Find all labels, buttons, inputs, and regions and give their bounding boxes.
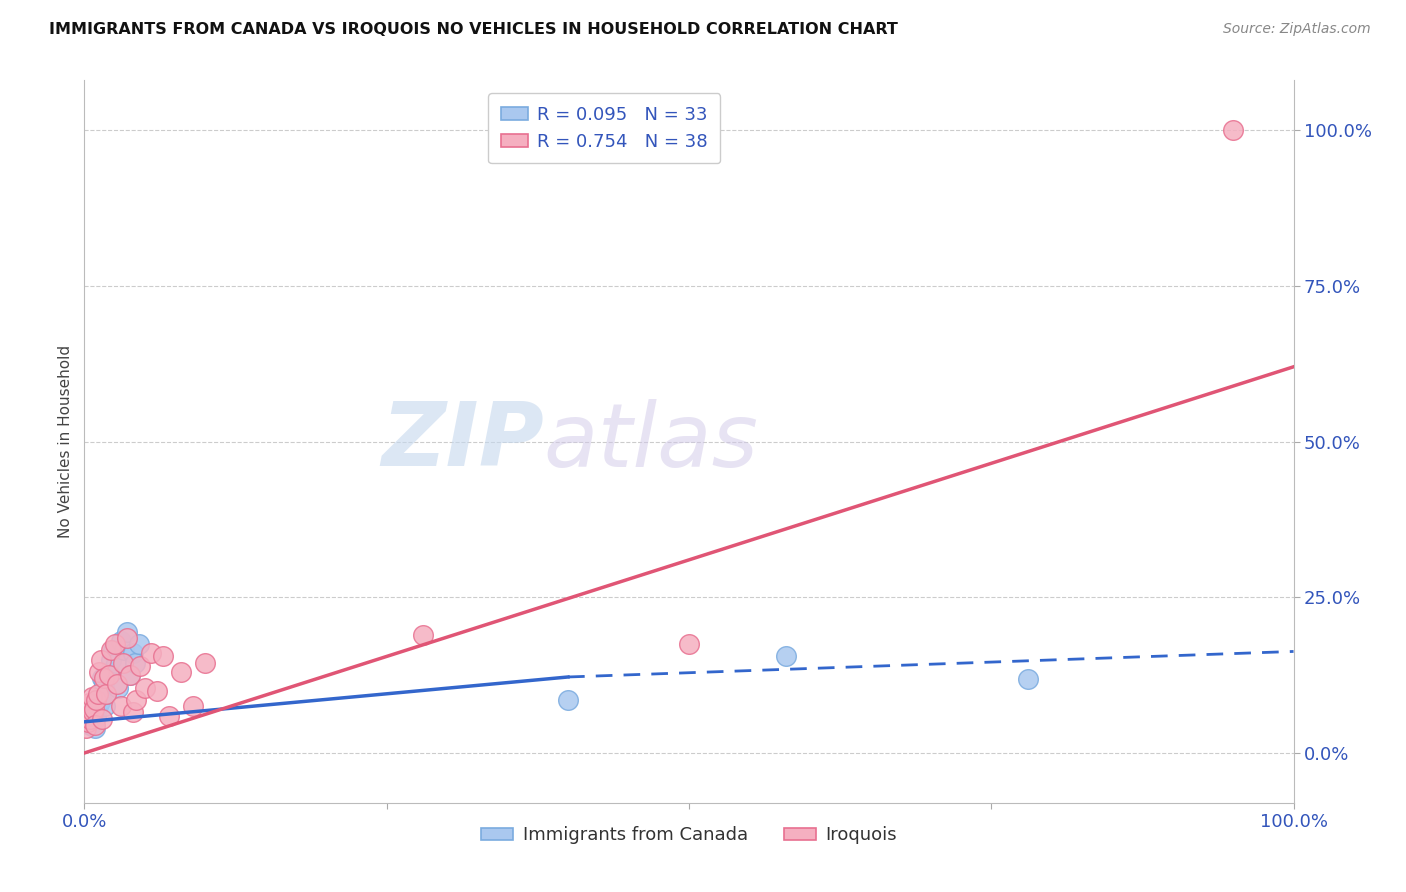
Point bbox=[86, 687, 108, 701]
Point bbox=[76, 712, 98, 726]
Point bbox=[128, 637, 150, 651]
Point bbox=[89, 690, 111, 704]
Point bbox=[678, 637, 700, 651]
Y-axis label: No Vehicles in Household: No Vehicles in Household bbox=[58, 345, 73, 538]
Text: IMMIGRANTS FROM CANADA VS IROQUOIS NO VEHICLES IN HOUSEHOLD CORRELATION CHART: IMMIGRANTS FROM CANADA VS IROQUOIS NO VE… bbox=[49, 22, 898, 37]
Point bbox=[152, 649, 174, 664]
Point bbox=[170, 665, 193, 679]
Point bbox=[97, 668, 120, 682]
Point bbox=[104, 637, 127, 651]
Point bbox=[146, 683, 169, 698]
Point bbox=[80, 690, 103, 704]
Point bbox=[125, 693, 148, 707]
Point bbox=[107, 681, 129, 695]
Point bbox=[139, 646, 162, 660]
Point bbox=[157, 708, 180, 723]
Point bbox=[83, 702, 105, 716]
Point bbox=[110, 633, 132, 648]
Legend: Immigrants from Canada, Iroquois: Immigrants from Canada, Iroquois bbox=[474, 819, 904, 852]
Point bbox=[82, 716, 104, 731]
Point bbox=[100, 643, 122, 657]
Point bbox=[79, 712, 101, 726]
Point bbox=[86, 693, 108, 707]
Point bbox=[77, 714, 100, 729]
Point bbox=[97, 665, 120, 679]
Point bbox=[115, 631, 138, 645]
Point bbox=[82, 706, 104, 720]
Point bbox=[121, 706, 143, 720]
Point bbox=[84, 721, 107, 735]
Point bbox=[94, 687, 117, 701]
Point bbox=[90, 693, 112, 707]
Point bbox=[86, 699, 108, 714]
Point bbox=[1017, 673, 1039, 687]
Point bbox=[105, 677, 128, 691]
Point bbox=[103, 643, 125, 657]
Point bbox=[120, 668, 142, 682]
Point bbox=[87, 696, 110, 710]
Point bbox=[112, 643, 135, 657]
Point bbox=[775, 649, 797, 664]
Text: Source: ZipAtlas.com: Source: ZipAtlas.com bbox=[1223, 22, 1371, 37]
Point bbox=[77, 708, 100, 723]
Point bbox=[112, 656, 135, 670]
Point bbox=[121, 646, 143, 660]
Point bbox=[94, 699, 117, 714]
Point bbox=[80, 706, 103, 720]
Point bbox=[129, 658, 152, 673]
Point bbox=[77, 696, 100, 710]
Point bbox=[104, 656, 127, 670]
Point bbox=[1222, 123, 1244, 137]
Point bbox=[86, 710, 108, 724]
Point bbox=[194, 656, 217, 670]
Point bbox=[120, 668, 142, 682]
Point bbox=[91, 712, 114, 726]
Point bbox=[83, 707, 105, 722]
Point bbox=[93, 677, 115, 691]
Point bbox=[100, 652, 122, 666]
Point bbox=[79, 718, 101, 732]
Point bbox=[412, 627, 434, 641]
Point bbox=[557, 693, 579, 707]
Text: atlas: atlas bbox=[544, 399, 759, 484]
Point bbox=[76, 708, 98, 723]
Point bbox=[110, 699, 132, 714]
Point bbox=[94, 687, 117, 701]
Point bbox=[75, 714, 97, 729]
Point bbox=[115, 624, 138, 639]
Point bbox=[134, 681, 156, 695]
Point bbox=[75, 721, 97, 735]
Point bbox=[124, 656, 146, 670]
Point bbox=[181, 699, 204, 714]
Point bbox=[93, 671, 115, 685]
Text: ZIP: ZIP bbox=[381, 398, 544, 485]
Point bbox=[84, 718, 107, 732]
Point bbox=[91, 671, 114, 685]
Point bbox=[90, 652, 112, 666]
Point bbox=[77, 710, 100, 724]
Point bbox=[87, 665, 110, 679]
